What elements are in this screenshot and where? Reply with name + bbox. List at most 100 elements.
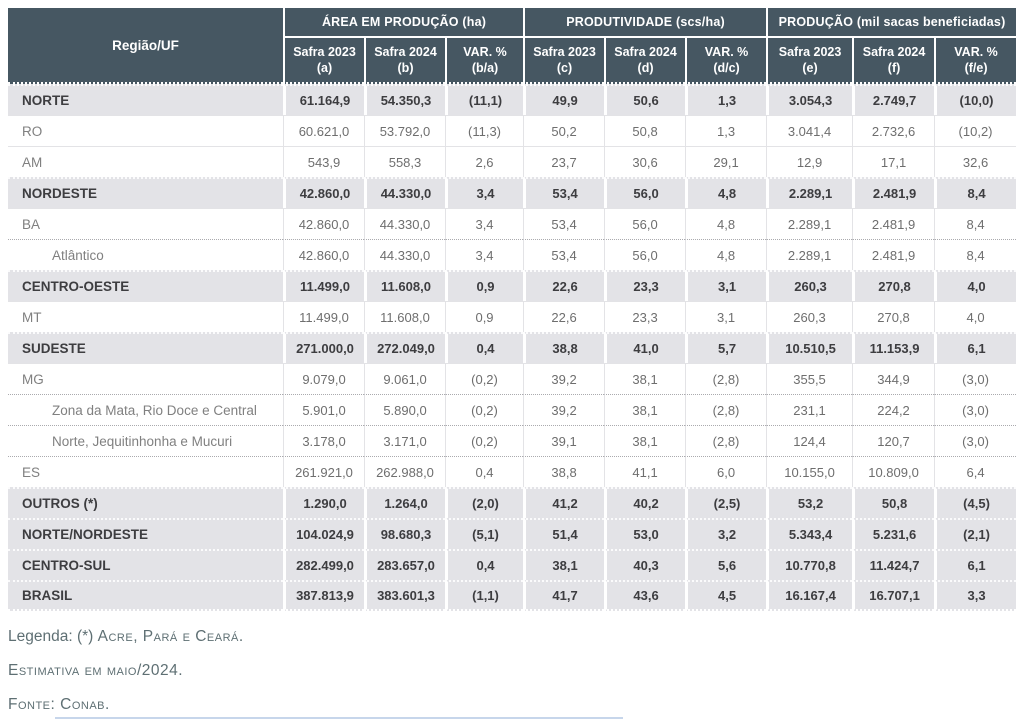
value-cell: 6,0 bbox=[685, 456, 767, 487]
coffee-production-table: Região/UF ÁREA EM PRODUÇÃO (ha) PRODUTIV… bbox=[8, 8, 1017, 611]
table-footer: Legenda: (*) Acre, Pará e Ceará. Estimat… bbox=[8, 620, 244, 722]
column-header: Safra 2023 (c) bbox=[523, 38, 605, 84]
row-label: BA bbox=[8, 208, 283, 239]
value-cell: 2.732,6 bbox=[852, 115, 935, 146]
table-row: MG 9.079,0 9.061,0 (0,2) 39,2 38,1 (2,8) 355,5 3… bbox=[8, 363, 1017, 394]
value-cell: 53,4 bbox=[523, 177, 605, 208]
value-cell: 283.657,0 bbox=[364, 549, 445, 580]
value-cell: 40,2 bbox=[604, 487, 686, 518]
source-line: Fonte: Conab. bbox=[8, 696, 110, 713]
value-cell: 8,4 bbox=[934, 239, 1017, 270]
column-header: Safra 2024 (f) bbox=[852, 38, 935, 84]
value-cell: 3,4 bbox=[445, 177, 524, 208]
value-cell: 104.024,9 bbox=[283, 518, 364, 549]
table-row: OUTROS (*) 1.290,0 1.264,0 (2,0) 41,2 40,2 (2,… bbox=[8, 487, 1017, 518]
value-cell: 23,7 bbox=[523, 146, 605, 177]
value-cell: 355,5 bbox=[766, 363, 853, 394]
column-header: Safra 2023 (e) bbox=[766, 38, 853, 84]
value-cell: 270,8 bbox=[852, 270, 935, 301]
value-cell: 41,7 bbox=[523, 580, 605, 611]
value-cell: 42.860,0 bbox=[283, 177, 364, 208]
value-cell: (10,0) bbox=[934, 84, 1017, 115]
value-cell: 11.499,0 bbox=[283, 301, 364, 332]
row-label: BRASIL bbox=[8, 580, 283, 611]
value-cell: 2.749,7 bbox=[852, 84, 935, 115]
value-cell: 50,8 bbox=[604, 115, 686, 146]
table-header: Região/UF ÁREA EM PRODUÇÃO (ha) PRODUTIV… bbox=[8, 8, 1017, 84]
table-row: NORDESTE 42.860,0 44.330,0 3,4 53,4 56,0 4,8 2.… bbox=[8, 177, 1017, 208]
value-cell: 3.054,3 bbox=[766, 84, 853, 115]
value-cell: 22,6 bbox=[523, 301, 605, 332]
value-cell: 53.792,0 bbox=[364, 115, 445, 146]
value-cell: 11.608,0 bbox=[364, 301, 445, 332]
legend-states: Acre, Pará e Ceará. bbox=[97, 628, 244, 645]
table-row: BRASIL 387.813,9 383.601,3 (1,1) 41,7 43,6 4,5… bbox=[8, 580, 1017, 611]
value-cell: 260,3 bbox=[766, 270, 853, 301]
column-header-label: Safra 2024 bbox=[614, 45, 677, 59]
column-header-label: Safra 2023 bbox=[293, 45, 356, 59]
column-header-key: (f/e) bbox=[964, 61, 988, 75]
group-header-producao: PRODUÇÃO (mil sacas beneficiadas) bbox=[766, 8, 1017, 38]
value-cell: 387.813,9 bbox=[283, 580, 364, 611]
column-header-key: (b) bbox=[397, 61, 414, 75]
value-cell: 6,1 bbox=[934, 549, 1017, 580]
value-cell: 49,9 bbox=[523, 84, 605, 115]
column-header-key: (c) bbox=[556, 61, 573, 75]
value-cell: 282.499,0 bbox=[283, 549, 364, 580]
value-cell: 42.860,0 bbox=[283, 208, 364, 239]
value-cell: 124,4 bbox=[766, 425, 853, 456]
group-header-produtividade: PRODUTIVIDADE (scs/ha) bbox=[523, 8, 767, 38]
value-cell: (2,8) bbox=[685, 394, 767, 425]
column-header-label: Safra 2024 bbox=[374, 45, 437, 59]
value-cell: (2,8) bbox=[685, 425, 767, 456]
value-cell: 3.178,0 bbox=[283, 425, 364, 456]
value-cell: (3,0) bbox=[934, 363, 1017, 394]
table-row: CENTRO-OESTE 11.499,0 11.608,0 0,9 22,6 23,3 3… bbox=[8, 270, 1017, 301]
value-cell: 3,1 bbox=[685, 270, 767, 301]
value-cell: 3,2 bbox=[685, 518, 767, 549]
value-cell: 3.171,0 bbox=[364, 425, 445, 456]
value-cell: 270,8 bbox=[852, 301, 935, 332]
value-cell: 4,0 bbox=[934, 270, 1017, 301]
value-cell: 22,6 bbox=[523, 270, 605, 301]
row-label: Zona da Mata, Rio Doce e Central bbox=[8, 394, 283, 425]
value-cell: (0,2) bbox=[445, 394, 524, 425]
value-cell: 16.707,1 bbox=[852, 580, 935, 611]
value-cell: 38,8 bbox=[523, 456, 605, 487]
row-label: NORDESTE bbox=[8, 177, 283, 208]
value-cell: 0,4 bbox=[445, 456, 524, 487]
column-header-key: (e) bbox=[802, 61, 818, 75]
value-cell: 51,4 bbox=[523, 518, 605, 549]
value-cell: 53,4 bbox=[523, 239, 605, 270]
value-cell: 56,0 bbox=[604, 239, 686, 270]
value-cell: 11.499,0 bbox=[283, 270, 364, 301]
group-header-area: ÁREA EM PRODUÇÃO (ha) bbox=[283, 8, 524, 38]
row-label: Norte, Jequitinhonha e Mucuri bbox=[8, 425, 283, 456]
value-cell: 3.041,4 bbox=[766, 115, 853, 146]
value-cell: 38,1 bbox=[604, 363, 686, 394]
value-cell: 23,3 bbox=[604, 270, 686, 301]
value-cell: 383.601,3 bbox=[364, 580, 445, 611]
value-cell: 2.481,9 bbox=[852, 239, 935, 270]
value-cell: 5.231,6 bbox=[852, 518, 935, 549]
value-cell: 10.510,5 bbox=[766, 332, 853, 363]
value-cell: 39,2 bbox=[523, 394, 605, 425]
column-header-key: (f) bbox=[887, 61, 901, 75]
value-cell: 39,1 bbox=[523, 425, 605, 456]
value-cell: 10.770,8 bbox=[766, 549, 853, 580]
value-cell: 344,9 bbox=[852, 363, 935, 394]
value-cell: 231,1 bbox=[766, 394, 853, 425]
value-cell: 56,0 bbox=[604, 177, 686, 208]
value-cell: 43,6 bbox=[604, 580, 686, 611]
value-cell: 4,5 bbox=[685, 580, 767, 611]
value-cell: 8,4 bbox=[934, 177, 1017, 208]
value-cell: 4,8 bbox=[685, 208, 767, 239]
value-cell: (0,2) bbox=[445, 425, 524, 456]
value-cell: 4,0 bbox=[934, 301, 1017, 332]
value-cell: 38,8 bbox=[523, 332, 605, 363]
value-cell: 53,0 bbox=[604, 518, 686, 549]
column-header: VAR. % (b/a) bbox=[445, 38, 524, 84]
value-cell: 41,0 bbox=[604, 332, 686, 363]
value-cell: 272.049,0 bbox=[364, 332, 445, 363]
value-cell: 61.164,9 bbox=[283, 84, 364, 115]
